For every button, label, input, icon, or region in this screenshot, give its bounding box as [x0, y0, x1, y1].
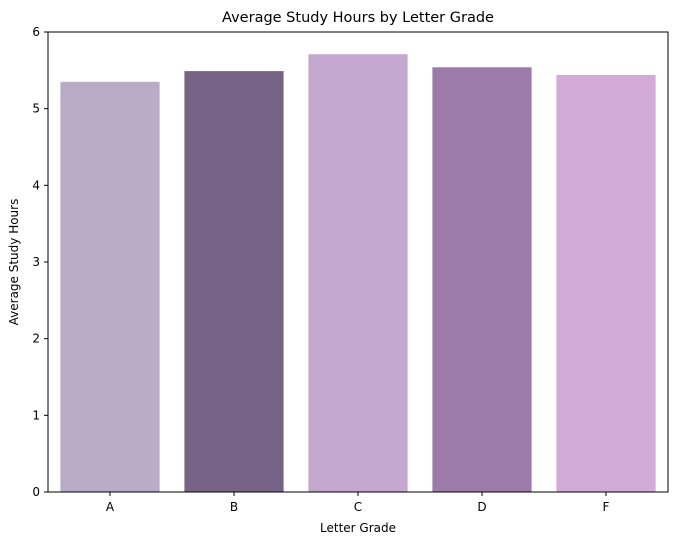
bar-d	[432, 67, 532, 493]
y-tick-label: 1	[32, 408, 40, 422]
x-tick-label: A	[106, 500, 115, 514]
y-tick-label: 4	[32, 178, 40, 192]
y-tick-label: 3	[32, 255, 40, 269]
x-tick-label: F	[603, 500, 610, 514]
y-tick-label: 0	[32, 485, 40, 499]
bars-group	[60, 54, 656, 493]
bar-a	[60, 81, 160, 492]
bar-b	[184, 71, 284, 492]
x-tick-label: C	[354, 500, 362, 514]
y-tick-label: 2	[32, 332, 40, 346]
bar-c	[308, 54, 408, 492]
x-tick-label: B	[230, 500, 238, 514]
x-axis-title: Letter Grade	[320, 521, 396, 535]
bar-f	[556, 74, 656, 492]
y-tick-label: 5	[32, 102, 40, 116]
x-tick-label: D	[477, 500, 486, 514]
y-axis: 0 1 2 3 4 5 6	[32, 25, 48, 499]
y-tick-label: 6	[32, 25, 40, 39]
y-axis-title: Average Study Hours	[7, 199, 21, 326]
chart-title: Average Study Hours by Letter Grade	[222, 10, 494, 26]
